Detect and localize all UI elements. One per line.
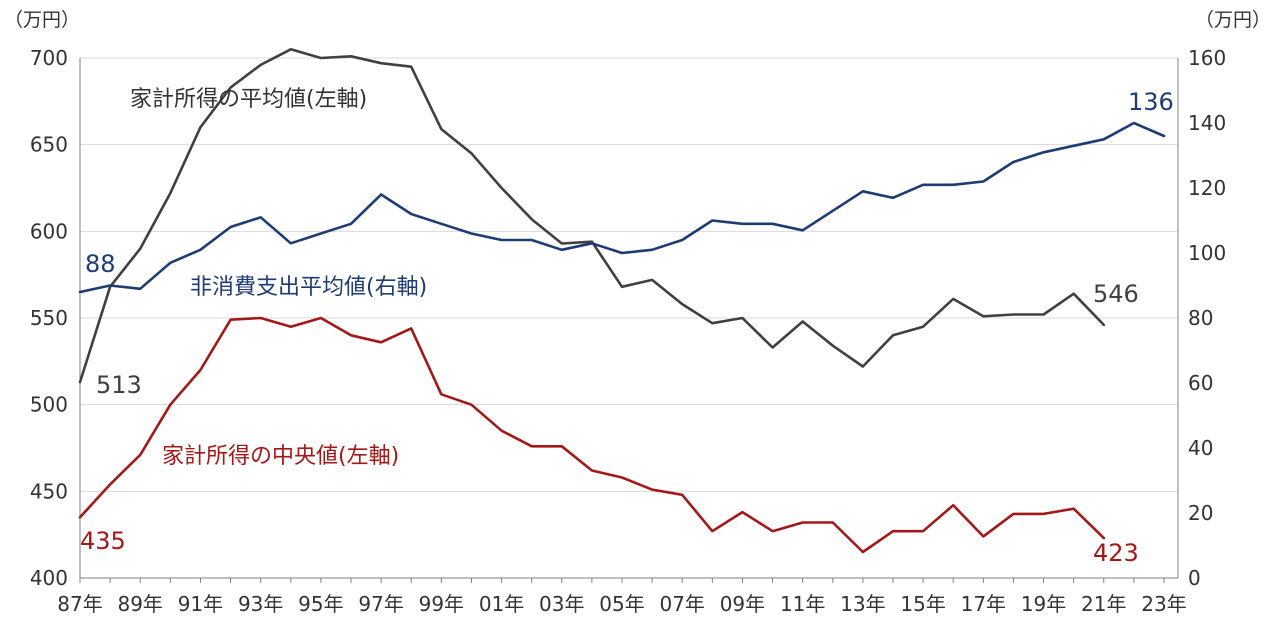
x-tick-label: 13年 — [840, 592, 885, 616]
x-tick-label: 21年 — [1081, 592, 1126, 616]
right-tick-label: 60 — [1188, 371, 1213, 395]
median-series-label: 家計所得の中央値(左軸) — [162, 444, 399, 469]
x-tick-label: 91年 — [178, 592, 223, 616]
left-tick-label: 500 — [30, 393, 68, 417]
series-lines — [78, 47, 1166, 554]
left-axis-unit: （万円） — [4, 9, 80, 31]
x-tick-label: 07年 — [659, 592, 704, 616]
x-tick-label: 97年 — [358, 592, 403, 616]
x-tick-label: 03年 — [539, 592, 584, 616]
x-tick-label: 19年 — [1021, 592, 1066, 616]
right-tick-label: 40 — [1188, 436, 1213, 460]
right-tick-label: 120 — [1188, 176, 1226, 200]
right-tick-label: 140 — [1188, 111, 1226, 135]
right-axis-ticks: 0 20 40 60 80 100 120 140 160 — [1188, 46, 1226, 590]
x-tick-label: 99年 — [419, 592, 464, 616]
right-tick-label: 20 — [1188, 501, 1213, 525]
nonconsumption-series-line — [78, 121, 1166, 294]
right-tick-label: 160 — [1188, 46, 1226, 70]
x-tick-label: 15年 — [900, 592, 945, 616]
nonconsumption-series-label: 非消費支出平均値(右軸) — [190, 275, 427, 300]
x-tick-label: 89年 — [117, 592, 162, 616]
mean-series-label: 家計所得の平均値(左軸) — [130, 87, 367, 112]
nonconsumption-last-label: 136 — [1128, 88, 1174, 116]
x-tick-label: 11年 — [780, 592, 825, 616]
x-tick-label: 95年 — [298, 592, 343, 616]
mean-series-line — [78, 47, 1106, 384]
nonconsumption-first-label: 88 — [85, 250, 116, 278]
left-tick-label: 700 — [30, 46, 68, 70]
x-tick-label: 05年 — [599, 592, 644, 616]
right-tick-label: 0 — [1188, 566, 1201, 590]
x-tick-label: 87年 — [57, 592, 102, 616]
mean-first-label: 513 — [96, 371, 142, 399]
x-tick-label: 23年 — [1141, 592, 1186, 616]
left-tick-label: 650 — [30, 133, 68, 157]
x-tick-label: 17年 — [961, 592, 1006, 616]
left-tick-label: 450 — [30, 479, 68, 503]
x-tick-label: 93年 — [238, 592, 283, 616]
left-axis-ticks: 400 450 500 550 600 650 700 — [30, 46, 68, 590]
right-tick-label: 80 — [1188, 306, 1213, 330]
right-axis-unit: （万円） — [1195, 9, 1271, 31]
right-tick-label: 100 — [1188, 241, 1226, 265]
median-series-line — [78, 316, 1106, 554]
x-tick-label: 01年 — [479, 592, 524, 616]
left-tick-label: 550 — [30, 306, 68, 330]
mean-last-label: 546 — [1093, 280, 1139, 308]
x-axis-ticks: 87年 89年 91年 93年 95年 97年 99年 01年 03年 05年 07年 09年 11年 1… — [57, 578, 1187, 616]
axes — [79, 58, 1179, 579]
left-tick-label: 600 — [30, 219, 68, 243]
median-first-label: 435 — [80, 527, 126, 555]
x-tick-label: 09年 — [720, 592, 765, 616]
median-last-label: 423 — [1093, 539, 1139, 567]
left-tick-label: 400 — [30, 566, 68, 590]
